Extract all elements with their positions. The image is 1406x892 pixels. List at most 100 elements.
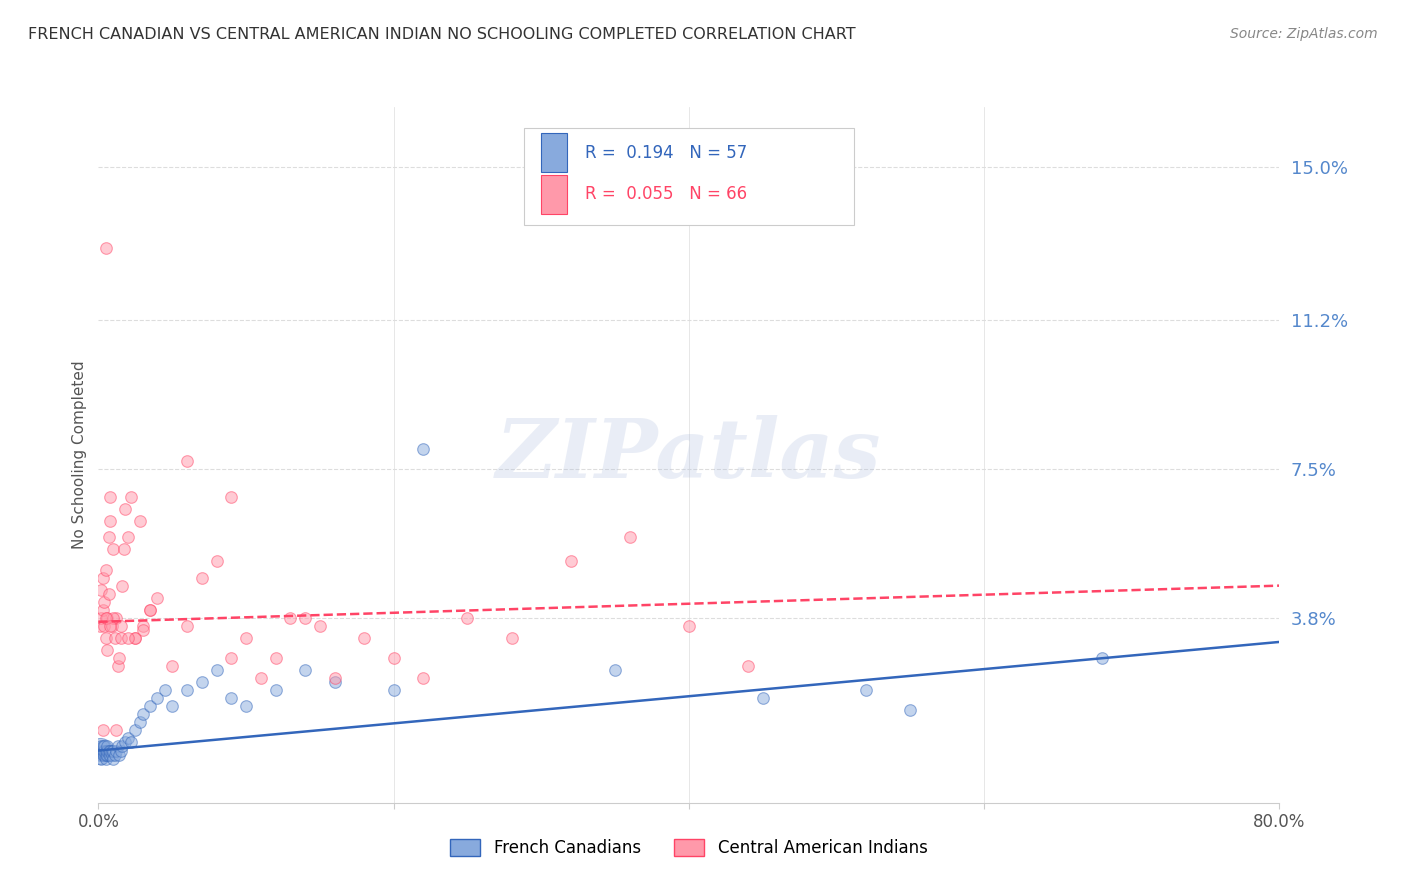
French Canadians	[91, 743, 114, 757]
French Canadians	[146, 691, 169, 706]
Central American Indians	[91, 603, 114, 617]
French Canadians	[128, 715, 150, 730]
French Canadians	[89, 743, 111, 757]
Central American Indians	[235, 631, 257, 645]
Central American Indians	[323, 671, 346, 685]
Central American Indians	[132, 619, 155, 633]
Central American Indians	[162, 659, 183, 673]
Central American Indians	[128, 514, 150, 528]
Central American Indians	[107, 659, 129, 673]
French Canadians	[100, 747, 122, 762]
French Canadians	[91, 739, 114, 754]
French Canadians	[605, 663, 627, 677]
French Canadians	[90, 739, 112, 754]
Central American Indians	[412, 671, 434, 685]
French Canadians	[153, 683, 176, 698]
Central American Indians	[97, 587, 120, 601]
Central American Indians	[117, 631, 139, 645]
French Canadians	[94, 747, 117, 762]
Central American Indians	[560, 554, 582, 568]
Central American Indians	[91, 723, 114, 738]
Central American Indians	[264, 651, 287, 665]
French Canadians	[382, 683, 405, 698]
French Canadians	[219, 691, 242, 706]
Central American Indians	[96, 643, 118, 657]
Central American Indians	[105, 611, 128, 625]
Central American Indians	[250, 671, 273, 685]
Central American Indians	[176, 619, 198, 633]
Central American Indians	[114, 502, 136, 516]
Central American Indians	[94, 562, 117, 576]
Central American Indians	[353, 631, 375, 645]
French Canadians	[114, 735, 136, 749]
French Canadians	[103, 743, 125, 757]
Text: ZIPatlas: ZIPatlas	[496, 415, 882, 495]
Central American Indians	[110, 631, 132, 645]
Central American Indians	[108, 651, 131, 665]
Central American Indians	[103, 611, 125, 625]
FancyBboxPatch shape	[523, 128, 855, 226]
Central American Indians	[619, 530, 641, 544]
Central American Indians	[456, 611, 478, 625]
Central American Indians	[94, 241, 117, 255]
Central American Indians	[120, 490, 142, 504]
Central American Indians	[103, 542, 125, 557]
Text: R =  0.194   N = 57: R = 0.194 N = 57	[585, 144, 747, 161]
Central American Indians	[501, 631, 523, 645]
Central American Indians	[105, 723, 128, 738]
Central American Indians	[124, 631, 146, 645]
Central American Indians	[100, 619, 122, 633]
French Canadians	[98, 747, 121, 762]
Central American Indians	[132, 623, 155, 637]
Central American Indians	[139, 603, 162, 617]
Central American Indians	[219, 651, 242, 665]
French Canadians	[104, 747, 127, 762]
Central American Indians	[737, 659, 759, 673]
French Canadians	[205, 663, 228, 677]
French Canadians	[105, 743, 128, 757]
Central American Indians	[205, 554, 228, 568]
French Canadians	[93, 743, 115, 757]
French Canadians	[107, 739, 129, 754]
French Canadians	[412, 442, 434, 456]
Text: FRENCH CANADIAN VS CENTRAL AMERICAN INDIAN NO SCHOOLING COMPLETED CORRELATION CH: FRENCH CANADIAN VS CENTRAL AMERICAN INDI…	[28, 27, 856, 42]
French Canadians	[96, 743, 118, 757]
Central American Indians	[309, 619, 332, 633]
French Canadians	[124, 723, 146, 738]
French Canadians	[91, 747, 114, 762]
French Canadians	[98, 743, 121, 757]
Y-axis label: No Schooling Completed: No Schooling Completed	[72, 360, 87, 549]
French Canadians	[96, 747, 118, 762]
Central American Indians	[278, 611, 302, 625]
Central American Indians	[90, 611, 112, 625]
French Canadians	[97, 747, 120, 762]
French Canadians	[89, 747, 111, 762]
French Canadians	[90, 751, 112, 765]
French Canadians	[93, 739, 115, 754]
Bar	[541, 134, 567, 172]
Central American Indians	[191, 571, 214, 585]
French Canadians	[111, 739, 134, 754]
Central American Indians	[98, 490, 121, 504]
Central American Indians	[678, 619, 700, 633]
Central American Indians	[112, 542, 135, 557]
French Canadians	[235, 699, 257, 714]
Central American Indians	[117, 530, 139, 544]
Central American Indians	[176, 454, 198, 468]
Central American Indians	[110, 619, 132, 633]
Central American Indians	[96, 611, 118, 625]
Central American Indians	[98, 514, 121, 528]
Central American Indians	[146, 591, 169, 605]
Text: R =  0.055   N = 66: R = 0.055 N = 66	[585, 186, 747, 203]
Central American Indians	[124, 631, 146, 645]
French Canadians	[117, 731, 139, 746]
French Canadians	[93, 747, 115, 762]
Central American Indians	[139, 603, 162, 617]
Central American Indians	[219, 490, 242, 504]
French Canadians	[191, 675, 214, 690]
Central American Indians	[98, 619, 121, 633]
French Canadians	[751, 691, 773, 706]
French Canadians	[90, 743, 112, 757]
French Canadians	[97, 743, 120, 757]
Point	[89, 743, 111, 757]
